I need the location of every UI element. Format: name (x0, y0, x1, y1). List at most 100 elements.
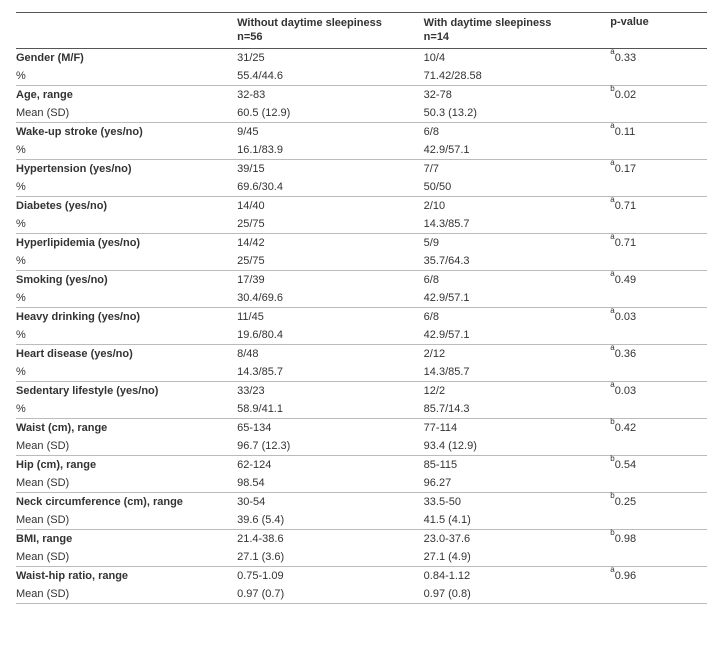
cell-with-sub: 42.9/57.1 (424, 326, 611, 345)
row-label-main: Hyperlipidemia (yes/no) (16, 233, 237, 252)
table-row: Heavy drinking (yes/no)11/456/8a0.03 (16, 307, 707, 326)
cell-with-main: 0.84-1.12 (424, 566, 611, 585)
pvalue-note-sup: a (610, 195, 614, 204)
table-row: Wake-up stroke (yes/no)9/456/8a0.11 (16, 122, 707, 141)
table-row: %25/7514.3/85.7 (16, 215, 707, 234)
cell-pvalue-empty (610, 178, 707, 197)
cell-pvalue-empty (610, 289, 707, 308)
row-label-main: Diabetes (yes/no) (16, 196, 237, 215)
cell-without-main: 30-54 (237, 492, 424, 511)
table-row: Smoking (yes/no)17/396/8a0.49 (16, 270, 707, 289)
table-row: %16.1/83.942.9/57.1 (16, 141, 707, 160)
pvalue-note-sup: a (610, 565, 614, 574)
pvalue-note-sup: b (610, 84, 614, 93)
row-label-main: BMI, range (16, 529, 237, 548)
cell-with-main: 33.5-50 (424, 492, 611, 511)
row-label-main: Hypertension (yes/no) (16, 159, 237, 178)
cell-with-sub: 14.3/85.7 (424, 215, 611, 234)
cell-pvalue-empty (610, 511, 707, 530)
cell-pvalue-empty (610, 252, 707, 271)
cell-without-sub: 25/75 (237, 215, 424, 234)
row-label-sub: % (16, 178, 237, 197)
header-with-sleepiness: With daytime sleepiness n=14 (424, 13, 611, 49)
cell-with-main: 10/4 (424, 48, 611, 67)
row-label-sub: % (16, 252, 237, 271)
cell-without-sub: 14.3/85.7 (237, 363, 424, 382)
pvalue-note-sup: b (610, 491, 614, 500)
pvalue-note-sup: a (610, 232, 614, 241)
table-row: Mean (SD)39.6 (5.4)41.5 (4.1) (16, 511, 707, 530)
cell-without-sub: 27.1 (3.6) (237, 548, 424, 567)
cell-with-main: 6/8 (424, 122, 611, 141)
table-row: Waist-hip ratio, range0.75-1.090.84-1.12… (16, 566, 707, 585)
table-row: %69.6/30.450/50 (16, 178, 707, 197)
cell-pvalue-empty (610, 141, 707, 160)
row-label-sub: % (16, 215, 237, 234)
cell-with-main: 32-78 (424, 85, 611, 104)
table-row: Heart disease (yes/no)8/482/12a0.36 (16, 344, 707, 363)
cell-without-sub: 55.4/44.6 (237, 67, 424, 86)
cell-with-main: 2/10 (424, 196, 611, 215)
cell-without-main: 11/45 (237, 307, 424, 326)
header-pvalue: p-value (610, 13, 707, 49)
header-without-sleepiness: Without daytime sleepiness n=56 (237, 13, 424, 49)
cell-with-main: 12/2 (424, 381, 611, 400)
header-empty (16, 13, 237, 49)
pvalue-note-sup: a (610, 380, 614, 389)
cell-with-sub: 85.7/14.3 (424, 400, 611, 419)
cell-with-sub: 27.1 (4.9) (424, 548, 611, 567)
cell-pvalue: a0.96 (610, 566, 707, 585)
cell-pvalue-empty (610, 585, 707, 604)
cell-pvalue: a0.17 (610, 159, 707, 178)
table-row: Neck circumference (cm), range30-5433.5-… (16, 492, 707, 511)
pvalue-note-sup: a (610, 121, 614, 130)
table-row: %55.4/44.671.42/28.58 (16, 67, 707, 86)
cell-pvalue: b0.25 (610, 492, 707, 511)
cell-with-sub: 35.7/64.3 (424, 252, 611, 271)
table-row: %25/7535.7/64.3 (16, 252, 707, 271)
row-label-sub: % (16, 289, 237, 308)
table-row: Hypertension (yes/no)39/157/7a0.17 (16, 159, 707, 178)
cell-without-sub: 39.6 (5.4) (237, 511, 424, 530)
pvalue-note-sup: b (610, 454, 614, 463)
row-label-main: Gender (M/F) (16, 48, 237, 67)
cell-pvalue-empty (610, 548, 707, 567)
cell-without-main: 14/40 (237, 196, 424, 215)
cell-with-sub: 42.9/57.1 (424, 141, 611, 160)
row-label-main: Age, range (16, 85, 237, 104)
pvalue-note-sup: a (610, 306, 614, 315)
cell-with-main: 5/9 (424, 233, 611, 252)
cell-pvalue-empty (610, 326, 707, 345)
table-row: Mean (SD)98.5496.27 (16, 474, 707, 493)
row-label-sub: % (16, 141, 237, 160)
cell-without-main: 9/45 (237, 122, 424, 141)
row-label-main: Heart disease (yes/no) (16, 344, 237, 363)
cell-pvalue: a0.71 (610, 233, 707, 252)
cell-with-main: 23.0-37.6 (424, 529, 611, 548)
cell-pvalue: b0.42 (610, 418, 707, 437)
cell-with-sub: 96.27 (424, 474, 611, 493)
header-col1-line1: Without daytime sleepiness (237, 17, 382, 29)
cell-without-sub: 19.6/80.4 (237, 326, 424, 345)
cell-pvalue: a0.36 (610, 344, 707, 363)
cell-with-sub: 14.3/85.7 (424, 363, 611, 382)
table-row: Age, range32-8332-78b0.02 (16, 85, 707, 104)
header-col1-line2: n=56 (237, 31, 262, 43)
row-label-sub: Mean (SD) (16, 437, 237, 456)
cell-pvalue: a0.33 (610, 48, 707, 67)
cell-pvalue-empty (610, 363, 707, 382)
cell-without-sub: 98.54 (237, 474, 424, 493)
row-label-sub: Mean (SD) (16, 585, 237, 604)
row-label-sub: Mean (SD) (16, 511, 237, 530)
pvalue-note-sup: b (610, 417, 614, 426)
cell-without-sub: 69.6/30.4 (237, 178, 424, 197)
cell-pvalue: b0.02 (610, 85, 707, 104)
table-row: Mean (SD)60.5 (12.9)50.3 (13.2) (16, 104, 707, 123)
table-row: %30.4/69.642.9/57.1 (16, 289, 707, 308)
cell-pvalue-empty (610, 400, 707, 419)
table-row: Mean (SD)0.97 (0.7)0.97 (0.8) (16, 585, 707, 604)
table-row: Waist (cm), range65-13477-114b0.42 (16, 418, 707, 437)
cell-without-main: 62-124 (237, 455, 424, 474)
table-row: Mean (SD)96.7 (12.3)93.4 (12.9) (16, 437, 707, 456)
cell-pvalue: a0.03 (610, 381, 707, 400)
